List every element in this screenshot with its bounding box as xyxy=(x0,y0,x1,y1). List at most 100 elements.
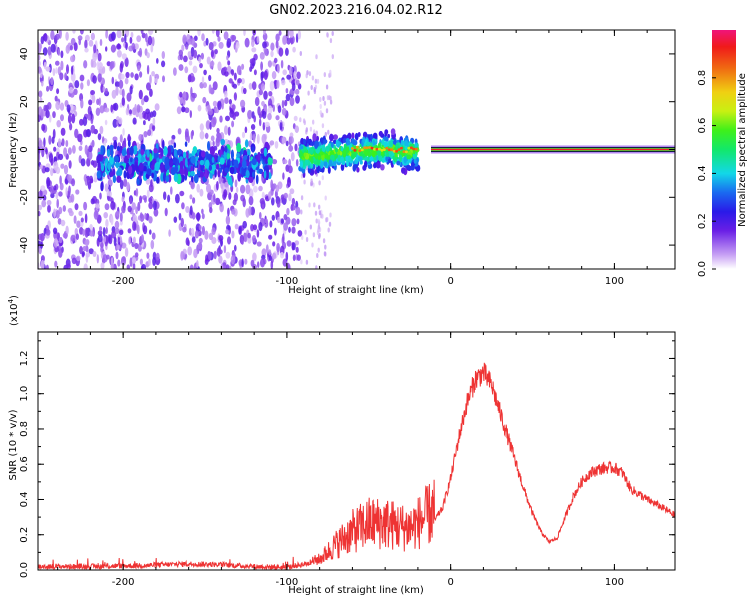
heatmap-cell xyxy=(109,61,115,69)
heatmap-cell xyxy=(197,104,202,112)
heatmap-cell xyxy=(370,146,374,150)
heatmap-cell xyxy=(120,256,127,266)
heatmap-cell xyxy=(325,108,329,114)
heatmap-cell xyxy=(163,191,167,200)
heatmap-cell xyxy=(283,192,288,199)
heatmap-cell xyxy=(201,33,205,42)
heatmap-cell xyxy=(161,60,166,68)
heatmap-cell xyxy=(193,174,199,184)
heatmap-cell xyxy=(369,156,373,161)
heatmap-cell xyxy=(90,32,95,41)
heatmap-cell xyxy=(305,73,308,79)
heatmap-cell xyxy=(260,61,263,71)
heatmap-cell xyxy=(225,251,231,259)
heatmap-cell xyxy=(189,264,194,269)
heatmap-cell xyxy=(119,212,123,222)
heatmap-cell xyxy=(79,118,84,126)
y-tick-label: 1.0 xyxy=(19,386,30,402)
heatmap-cell xyxy=(38,152,41,163)
heatmap-cell xyxy=(390,148,394,152)
heatmap-cell xyxy=(170,186,173,195)
colorbar-tick-label: 0.2 xyxy=(697,213,708,229)
heatmap-cell xyxy=(79,133,83,141)
heatmap-cell xyxy=(71,178,76,187)
heatmap-cell xyxy=(138,89,143,100)
heatmap-cell xyxy=(245,184,251,195)
heatmap-cell xyxy=(244,232,248,243)
heatmap-cell xyxy=(295,206,301,216)
heatmap-cell xyxy=(214,107,220,114)
heatmap-cell xyxy=(151,71,156,77)
heatmap-cell xyxy=(129,197,132,205)
heatmap-cell xyxy=(242,197,246,208)
heatmap-cell xyxy=(163,147,168,156)
heatmap-cell xyxy=(43,104,47,112)
heatmap-cell xyxy=(335,147,338,153)
heatmap-cell xyxy=(268,255,272,261)
heatmap-cell xyxy=(97,73,102,83)
x-tick-label: -100 xyxy=(276,577,299,588)
heatmap-cell xyxy=(305,237,309,242)
heatmap-cell xyxy=(193,248,198,259)
heatmap-cell xyxy=(125,107,129,116)
heatmap-cell xyxy=(267,113,272,121)
heatmap-cell xyxy=(152,200,157,211)
heatmap-cell xyxy=(187,74,192,83)
heatmap-cell xyxy=(112,174,117,184)
heatmap-cell xyxy=(241,258,244,268)
heatmap-cell xyxy=(50,77,54,86)
heatmap-cell xyxy=(213,250,217,260)
heatmap-cell xyxy=(110,147,114,158)
heatmap-cell xyxy=(189,194,193,200)
heatmap-cell xyxy=(149,88,153,98)
heatmap-cell xyxy=(40,259,45,269)
heatmap-cell xyxy=(69,123,73,131)
heatmap-cell xyxy=(406,164,411,170)
heatmap-cell xyxy=(181,202,185,210)
heatmap-cell xyxy=(283,214,288,221)
heatmap-cell xyxy=(257,261,260,268)
heatmap-cell xyxy=(280,218,284,224)
heatmap-cell xyxy=(68,86,74,94)
heatmap-cell xyxy=(141,263,147,269)
heatmap-cell xyxy=(55,33,60,40)
snr-ylabel: SNR (10 * v/v) xyxy=(8,409,19,480)
heatmap-cell xyxy=(352,139,358,146)
heatmap-cell xyxy=(47,204,51,213)
heatmap-cell xyxy=(259,118,262,127)
heatmap-cell xyxy=(72,30,76,34)
heatmap-cell xyxy=(210,135,215,142)
heatmap-cell xyxy=(169,159,173,168)
heatmap-cell xyxy=(85,252,90,258)
heatmap-cell xyxy=(132,117,137,125)
heatmap-cell xyxy=(258,168,264,174)
y-tick-label: 1.2 xyxy=(19,350,30,366)
heatmap-cell xyxy=(82,116,88,127)
heatmap-cell xyxy=(130,72,134,78)
heatmap-cell xyxy=(197,242,203,250)
heatmap-cell xyxy=(286,74,292,80)
snr-multiplier: (x104) xyxy=(7,295,20,326)
heatmap-cell xyxy=(210,60,215,67)
heatmap-cell xyxy=(278,30,282,36)
heatmap-cell xyxy=(55,67,58,74)
heatmap-cell xyxy=(135,206,139,215)
heatmap-cell xyxy=(176,106,182,115)
heatmap-cell xyxy=(96,170,102,179)
heatmap-cell xyxy=(310,178,313,184)
heatmap-cell xyxy=(243,30,246,36)
heatmap-cell xyxy=(100,181,104,192)
heatmap-cell xyxy=(324,251,327,257)
heatmap-cell xyxy=(323,161,328,168)
heatmap-cell xyxy=(223,66,228,72)
heatmap-cell xyxy=(323,154,329,159)
heatmap-cell xyxy=(231,70,235,76)
heatmap-cell xyxy=(258,221,263,232)
heatmap-cell xyxy=(238,226,242,235)
heatmap-cell xyxy=(59,102,65,111)
heatmap-cell xyxy=(164,161,170,171)
snr-axes: -200 -100 0 100 0.0 0.2 0.4 0.6 0.8 1.0 1.2 xyxy=(19,332,675,588)
heatmap-cell xyxy=(97,234,103,243)
heatmap-cell xyxy=(288,66,293,76)
heatmap-cell xyxy=(119,236,123,245)
